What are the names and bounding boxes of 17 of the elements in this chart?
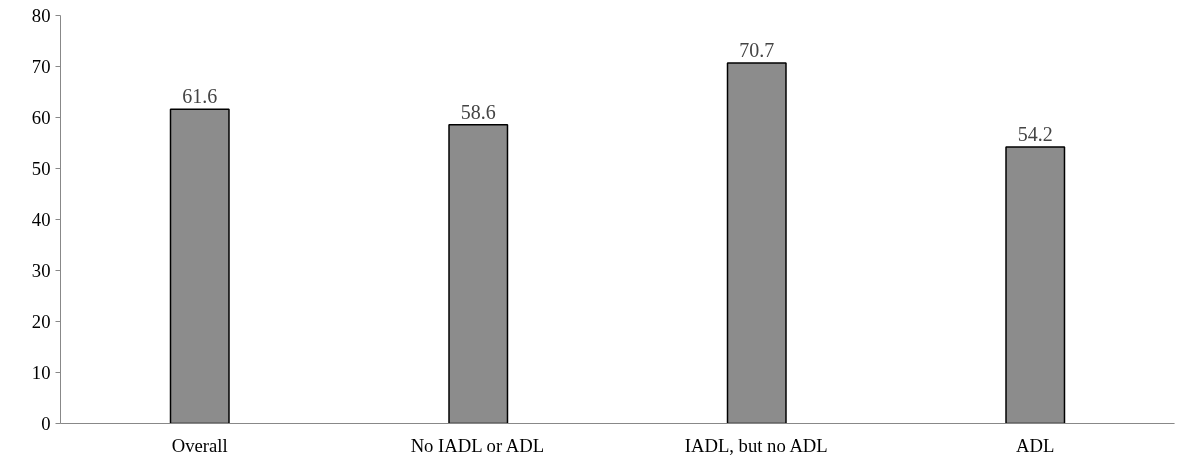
- y-tick-label: 20: [31, 311, 51, 332]
- y-tick-label: 0: [41, 413, 51, 434]
- data-label: 70.7: [739, 38, 775, 61]
- y-tick-label: 50: [31, 158, 51, 179]
- x-tick-label: Overall: [171, 434, 228, 456]
- data-label: 61.6: [182, 85, 218, 108]
- y-tick-label: 40: [31, 209, 51, 230]
- y-tick-label: 30: [31, 260, 51, 281]
- data-label: 54.2: [1017, 123, 1053, 146]
- x-tick-label: ADL: [1016, 434, 1055, 456]
- x-tick-label: IADL, but no ADL: [684, 434, 828, 456]
- y-tick-label: 60: [31, 107, 51, 128]
- y-tick-label: 70: [31, 56, 51, 77]
- y-tick-label: 80: [31, 5, 51, 26]
- x-tick-label: No IADL or ADL: [410, 434, 545, 456]
- y-tick-label: 10: [31, 362, 51, 383]
- data-label: 58.6: [460, 100, 496, 123]
